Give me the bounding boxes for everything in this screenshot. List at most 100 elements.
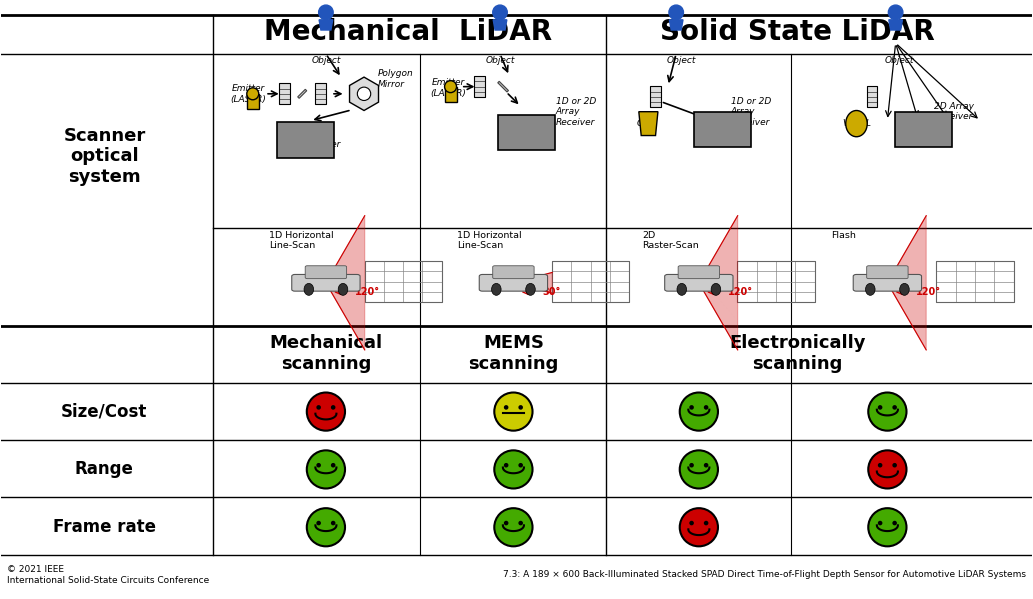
Ellipse shape <box>878 521 882 525</box>
Text: 1D or 2D
Array
Receiver: 1D or 2D Array Receiver <box>730 97 771 126</box>
Ellipse shape <box>888 5 903 20</box>
Ellipse shape <box>519 405 523 410</box>
Ellipse shape <box>495 392 533 431</box>
Text: OPA: OPA <box>636 119 654 128</box>
Ellipse shape <box>316 405 321 410</box>
Ellipse shape <box>307 450 345 489</box>
Text: Electronically
scanning: Electronically scanning <box>729 334 866 373</box>
Text: Scanner
optical
system: Scanner optical system <box>63 126 146 186</box>
Ellipse shape <box>689 405 694 410</box>
Polygon shape <box>888 20 903 30</box>
Ellipse shape <box>893 405 897 410</box>
Ellipse shape <box>846 110 868 137</box>
Polygon shape <box>493 20 507 30</box>
Ellipse shape <box>493 5 507 20</box>
FancyBboxPatch shape <box>678 266 720 279</box>
Text: 120°: 120° <box>916 287 941 297</box>
Ellipse shape <box>519 521 523 525</box>
Text: Polygon
Mirror: Polygon Mirror <box>377 69 413 89</box>
Polygon shape <box>887 216 927 350</box>
Polygon shape <box>298 89 307 98</box>
Ellipse shape <box>492 283 501 295</box>
FancyBboxPatch shape <box>867 266 908 279</box>
Ellipse shape <box>689 463 694 467</box>
Ellipse shape <box>331 463 336 467</box>
Text: 1D Horizontal
Line-Scan: 1D Horizontal Line-Scan <box>457 231 522 250</box>
Ellipse shape <box>680 450 718 489</box>
Ellipse shape <box>316 521 321 525</box>
Ellipse shape <box>680 508 718 546</box>
FancyBboxPatch shape <box>444 87 457 102</box>
Ellipse shape <box>247 88 258 100</box>
Ellipse shape <box>869 508 907 546</box>
Ellipse shape <box>318 5 334 20</box>
Text: 2D
Raster-Scan: 2D Raster-Scan <box>643 231 699 250</box>
Text: 30°: 30° <box>542 287 561 297</box>
Ellipse shape <box>893 463 897 467</box>
Text: 1D Horizontal
Line-Scan: 1D Horizontal Line-Scan <box>270 231 334 250</box>
Ellipse shape <box>680 392 718 431</box>
Text: Size/Cost: Size/Cost <box>61 403 148 420</box>
Ellipse shape <box>703 463 709 467</box>
Polygon shape <box>498 81 508 92</box>
Ellipse shape <box>307 508 345 546</box>
Text: 120°: 120° <box>727 287 753 297</box>
Ellipse shape <box>357 87 371 101</box>
Ellipse shape <box>338 283 348 295</box>
Text: Mechanical
scanning: Mechanical scanning <box>270 334 382 373</box>
FancyBboxPatch shape <box>650 86 661 107</box>
Ellipse shape <box>504 521 508 525</box>
FancyBboxPatch shape <box>277 122 334 158</box>
Text: Frame rate: Frame rate <box>53 518 156 536</box>
Polygon shape <box>513 273 553 293</box>
Polygon shape <box>669 20 683 30</box>
Ellipse shape <box>900 283 909 295</box>
Ellipse shape <box>304 283 314 295</box>
Ellipse shape <box>495 450 533 489</box>
FancyBboxPatch shape <box>493 266 534 279</box>
FancyBboxPatch shape <box>247 94 258 108</box>
Text: Object: Object <box>885 56 914 65</box>
FancyBboxPatch shape <box>474 76 484 97</box>
Ellipse shape <box>878 405 882 410</box>
Text: Object: Object <box>311 56 341 65</box>
Text: Mechanical  LiDAR: Mechanical LiDAR <box>264 19 553 46</box>
Text: MEMS
scanning: MEMS scanning <box>468 334 559 373</box>
Text: Solid State LiDAR: Solid State LiDAR <box>660 19 935 46</box>
Ellipse shape <box>526 283 535 295</box>
Text: 1D
Receiver: 1D Receiver <box>303 130 342 149</box>
Ellipse shape <box>711 283 721 295</box>
FancyBboxPatch shape <box>867 86 877 107</box>
Ellipse shape <box>331 521 336 525</box>
Text: 2D Array
Receiver: 2D Array Receiver <box>934 102 974 122</box>
Ellipse shape <box>703 405 709 410</box>
Text: VCSEL: VCSEL <box>842 119 871 128</box>
Ellipse shape <box>504 405 508 410</box>
Text: Range: Range <box>75 461 134 479</box>
Polygon shape <box>319 20 333 30</box>
Polygon shape <box>325 216 365 350</box>
Text: Flash: Flash <box>831 231 855 240</box>
Text: 1D or 2D
Array
Receiver: 1D or 2D Array Receiver <box>556 97 596 126</box>
FancyBboxPatch shape <box>315 83 326 104</box>
Text: 7.3: A 189 × 600 Back-Illuminated Stacked SPAD Direct Time-of-Flight Depth Senso: 7.3: A 189 × 600 Back-Illuminated Stacke… <box>503 570 1027 579</box>
Text: © 2021 IEEE
International Solid-State Circuits Conference: © 2021 IEEE International Solid-State Ci… <box>6 565 209 585</box>
Ellipse shape <box>307 392 345 431</box>
FancyBboxPatch shape <box>291 274 361 291</box>
FancyBboxPatch shape <box>694 111 751 147</box>
Ellipse shape <box>866 283 875 295</box>
Ellipse shape <box>519 463 523 467</box>
Ellipse shape <box>703 521 709 525</box>
Ellipse shape <box>316 463 321 467</box>
Text: Object: Object <box>486 56 514 65</box>
Ellipse shape <box>893 521 897 525</box>
Ellipse shape <box>444 81 457 93</box>
FancyBboxPatch shape <box>853 274 921 291</box>
FancyBboxPatch shape <box>479 274 547 291</box>
Text: Emitter
(LASER): Emitter (LASER) <box>230 84 267 104</box>
Ellipse shape <box>869 450 907 489</box>
Ellipse shape <box>677 283 687 295</box>
Ellipse shape <box>689 521 694 525</box>
FancyBboxPatch shape <box>664 274 733 291</box>
Ellipse shape <box>669 5 684 20</box>
